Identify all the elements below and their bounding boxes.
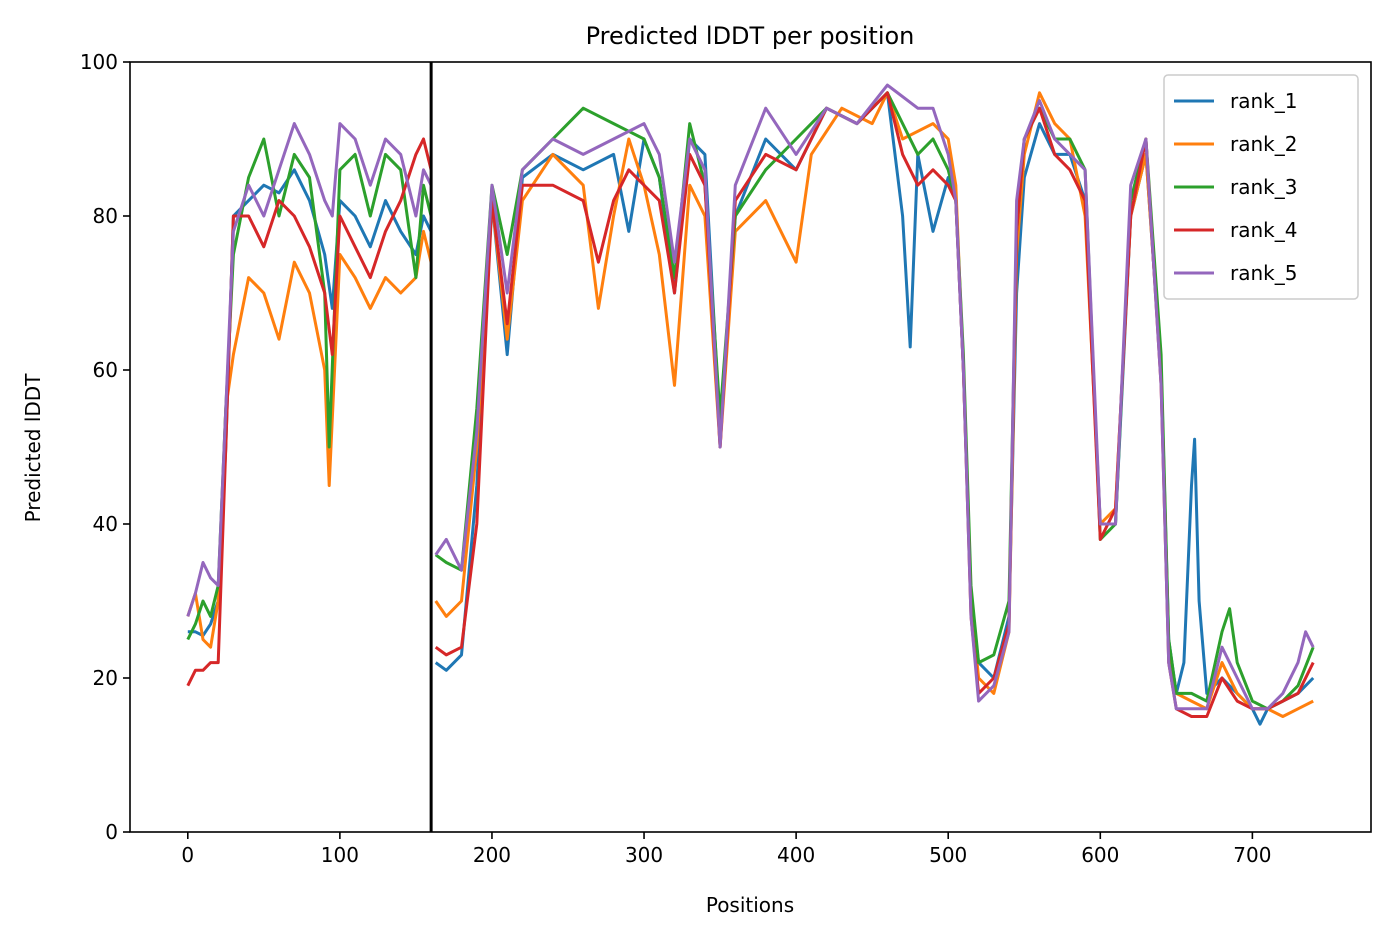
x-tick-label: 300 bbox=[625, 843, 663, 867]
y-tick-label: 100 bbox=[80, 50, 118, 74]
y-axis-label: Predicted lDDT bbox=[21, 373, 45, 523]
legend-label-rank_3: rank_3 bbox=[1230, 175, 1297, 199]
chart-title: Predicted lDDT per position bbox=[586, 22, 915, 50]
y-tick-label: 20 bbox=[93, 666, 118, 690]
y-tick-label: 80 bbox=[93, 204, 118, 228]
series-line-rank_3 bbox=[186, 137, 433, 641]
x-tick-label: 100 bbox=[321, 843, 359, 867]
y-tick-label: 40 bbox=[93, 512, 118, 536]
series-line-rank_5 bbox=[186, 122, 433, 617]
legend-box bbox=[1163, 74, 1359, 300]
legend-label-rank_5: rank_5 bbox=[1230, 261, 1297, 285]
y-axis-ticks: 0 20 40 60 80 100 bbox=[80, 50, 130, 844]
legend-label-rank_4: rank_4 bbox=[1230, 218, 1297, 242]
x-tick-label: 200 bbox=[473, 843, 511, 867]
y-tick-label: 60 bbox=[93, 358, 118, 382]
series-line-rank_4 bbox=[186, 137, 433, 687]
x-axis-label: Positions bbox=[706, 893, 794, 917]
x-tick-label: 0 bbox=[181, 843, 194, 867]
x-axis-ticks: 0 100 200 300 400 500 600 700 bbox=[181, 832, 1271, 867]
series-line-rank_5-b bbox=[434, 83, 1315, 711]
series-line-rank_2 bbox=[186, 229, 433, 649]
legend-label-rank_1: rank_1 bbox=[1230, 89, 1297, 113]
y-tick-label: 0 bbox=[105, 820, 118, 844]
x-tick-label: 400 bbox=[777, 843, 815, 867]
series-lines bbox=[186, 83, 1315, 726]
x-tick-label: 700 bbox=[1233, 843, 1271, 867]
x-tick-label: 500 bbox=[929, 843, 967, 867]
x-tick-label: 600 bbox=[1081, 843, 1119, 867]
legend: rank_1 rank_2 rank_3 rank_4 rank_5 bbox=[1163, 74, 1359, 300]
legend-label-rank_2: rank_2 bbox=[1230, 132, 1297, 156]
axes-frame bbox=[129, 61, 1372, 833]
